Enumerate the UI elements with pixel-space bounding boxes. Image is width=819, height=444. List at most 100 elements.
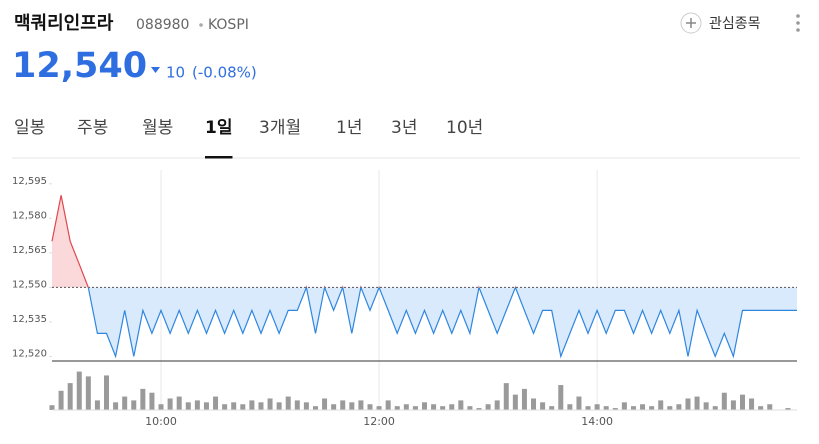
- volume-bar: [567, 404, 573, 410]
- volume-bar: [676, 404, 682, 410]
- volume-bar: [785, 408, 791, 410]
- y-tick-label: 12,550: [12, 279, 47, 290]
- volume-bar: [294, 400, 300, 410]
- volume-bar: [594, 404, 600, 410]
- volume-bar: [467, 406, 473, 410]
- volume-bar: [213, 396, 219, 410]
- volume-bar: [458, 400, 464, 410]
- volume-bar: [203, 402, 209, 410]
- price-area: [52, 195, 797, 357]
- volume-bar: [340, 400, 346, 410]
- volume-bar: [422, 402, 427, 410]
- volume-bar: [412, 406, 418, 410]
- stock-name: 맥쿼리인프라: [14, 13, 114, 34]
- watch-button[interactable]: 관심종목: [680, 12, 761, 34]
- volume-bar: [749, 398, 755, 410]
- tab[interactable]: 3개월: [259, 118, 301, 138]
- volume-bar: [240, 404, 246, 410]
- volume-bar: [476, 408, 482, 410]
- tab[interactable]: 10년: [446, 118, 483, 138]
- volume-bar: [376, 406, 382, 410]
- more-menu[interactable]: [796, 14, 800, 32]
- volume-bar: [249, 400, 255, 410]
- volume-bar: [312, 406, 318, 410]
- tab-bar: 일봉 주봉 월봉 1일 3개월 1년 3년 10년: [14, 118, 483, 159]
- volume-bar: [58, 390, 64, 410]
- volume-bar: [540, 402, 546, 410]
- x-tick-label: 14:00: [581, 415, 613, 428]
- y-tick-label: 12,520: [12, 348, 47, 359]
- volume-bar: [403, 404, 409, 410]
- volume-bar: [367, 404, 373, 410]
- volume-bar: [94, 400, 100, 410]
- volume-bar: [549, 406, 555, 410]
- x-tick-label: 10:00: [145, 415, 177, 428]
- dot: [796, 28, 800, 32]
- volume-bar: [730, 400, 736, 410]
- volume-bar: [630, 406, 636, 410]
- tab[interactable]: 1년: [336, 118, 362, 138]
- y-tick-label: 12,535: [12, 314, 47, 325]
- volume-bar: [385, 400, 391, 410]
- volume-bar: [767, 404, 773, 410]
- volume-bar: [349, 402, 355, 410]
- x-tick-label: 12:00: [363, 415, 395, 428]
- tab[interactable]: 1일: [205, 118, 232, 138]
- volume-bar: [49, 405, 55, 410]
- volume-bar: [649, 406, 655, 410]
- volume-bar: [685, 398, 691, 410]
- volume-bar: [167, 398, 173, 410]
- tab[interactable]: 3년: [391, 118, 417, 138]
- volume-bar: [739, 394, 745, 410]
- volume-bar: [449, 404, 455, 410]
- volume-bar: [512, 394, 518, 410]
- watch-label: 관심종목: [709, 16, 761, 32]
- volume-bar: [104, 375, 110, 410]
- y-tick-label: 12,580: [12, 210, 47, 221]
- volume-bar: [612, 408, 618, 410]
- volume-bar: [440, 406, 446, 410]
- volume-bar: [322, 398, 328, 410]
- volume-bar: [431, 404, 437, 410]
- volume-bar: [285, 396, 291, 410]
- tab[interactable]: 월봉: [142, 118, 173, 138]
- volume-bar: [494, 400, 500, 410]
- price-chart: 10:00 12:00 14:00 12,595 12,580 12,565 12,550 1…: [12, 170, 797, 428]
- volume-bar: [485, 404, 491, 410]
- volume-bar: [694, 396, 700, 410]
- tab[interactable]: 주봉: [77, 118, 108, 138]
- volume-bar: [667, 406, 673, 410]
- y-tick-label: 12,565: [12, 245, 47, 256]
- volume-bar: [131, 400, 137, 410]
- volume-bar: [276, 402, 282, 410]
- volume-bar: [331, 404, 337, 410]
- down-arrow: [151, 67, 160, 73]
- volume-bar: [358, 400, 364, 410]
- volume-bar: [185, 402, 191, 410]
- volume-bar: [149, 392, 155, 410]
- volume-bar: [721, 392, 727, 410]
- stock-code: 088980: [136, 17, 189, 33]
- plus-circle: [680, 12, 702, 34]
- volume-bar: [521, 388, 527, 410]
- volume-bar: [258, 402, 264, 410]
- change: 10: [166, 64, 185, 82]
- volume-bar: [85, 376, 91, 410]
- tab[interactable]: 일봉: [14, 118, 45, 138]
- volume-bar: [640, 404, 646, 410]
- volume-bar: [712, 406, 718, 410]
- volume-bar: [703, 402, 709, 410]
- volume-bar: [658, 400, 664, 410]
- plus-icon: [686, 18, 696, 28]
- volume-bar: [158, 404, 164, 410]
- price: 12,540: [12, 46, 147, 86]
- separator-dot: [199, 23, 203, 27]
- volume-bar: [576, 396, 582, 410]
- volume-bar: [231, 402, 237, 410]
- volume-bar: [140, 388, 146, 410]
- y-tick-label: 12,595: [12, 176, 47, 187]
- volume-bar: [222, 404, 228, 410]
- volume-bar: [394, 406, 400, 410]
- volume-bar: [194, 400, 200, 410]
